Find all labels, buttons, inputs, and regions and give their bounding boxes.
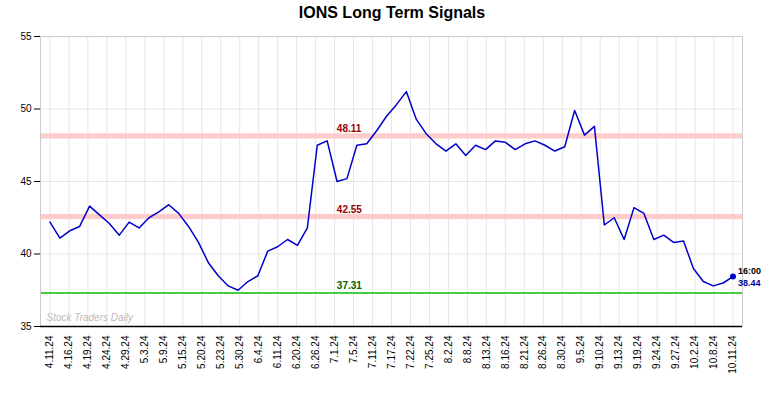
svg-text:7.5.24: 7.5.24	[348, 335, 359, 363]
svg-text:38.44: 38.44	[738, 278, 761, 288]
svg-text:10.11.24: 10.11.24	[727, 335, 738, 374]
svg-text:8.26.24: 8.26.24	[537, 335, 548, 369]
svg-text:40: 40	[20, 248, 32, 259]
svg-text:5.3.24: 5.3.24	[139, 335, 150, 363]
svg-text:42.55: 42.55	[337, 204, 362, 215]
svg-text:8.13.24: 8.13.24	[481, 335, 492, 369]
svg-text:50: 50	[20, 103, 32, 114]
html-text:IONS Long Term Signals: IONS Long Term Signals	[298, 4, 486, 21]
svg-text:4.16.24: 4.16.24	[63, 335, 74, 369]
svg-text:6.26.24: 6.26.24	[310, 335, 321, 369]
svg-text:7.17.24: 7.17.24	[386, 335, 397, 369]
svg-text:5.15.24: 5.15.24	[177, 335, 188, 369]
svg-text:45: 45	[20, 176, 32, 187]
svg-text:8.21.24: 8.21.24	[519, 335, 530, 369]
svg-text:9.10.24: 9.10.24	[594, 335, 605, 369]
svg-text:9.27.24: 9.27.24	[670, 335, 681, 369]
svg-text:8.16.24: 8.16.24	[500, 335, 511, 369]
svg-text:4.19.24: 4.19.24	[82, 335, 93, 369]
svg-text:9.19.24: 9.19.24	[632, 335, 643, 369]
svg-text:5.23.24: 5.23.24	[215, 335, 226, 369]
svg-text:48.11: 48.11	[337, 123, 362, 134]
svg-text:35: 35	[20, 321, 32, 332]
svg-text:7.25.24: 7.25.24	[424, 335, 435, 369]
svg-text:7.11.24: 7.11.24	[367, 335, 378, 368]
svg-text:6.11.24: 6.11.24	[272, 335, 283, 368]
svg-text:7.22.24: 7.22.24	[405, 335, 416, 369]
svg-text:37.31: 37.31	[337, 280, 362, 291]
svg-text:10.8.24: 10.8.24	[708, 335, 719, 369]
svg-text:4.11.24: 4.11.24	[44, 335, 55, 368]
svg-text:4.29.24: 4.29.24	[120, 335, 131, 369]
svg-text:6.20.24: 6.20.24	[291, 335, 302, 369]
svg-text:8.2.24: 8.2.24	[443, 335, 454, 363]
svg-text:6.4.24: 6.4.24	[253, 335, 264, 363]
svg-text:9.24.24: 9.24.24	[651, 335, 662, 369]
svg-text:5.9.24: 5.9.24	[158, 335, 169, 363]
svg-text:7.1.24: 7.1.24	[329, 335, 340, 363]
svg-text:5.30.24: 5.30.24	[234, 335, 245, 369]
svg-text:55: 55	[20, 31, 32, 42]
svg-text:16:00: 16:00	[738, 266, 761, 276]
svg-text:5.20.24: 5.20.24	[196, 335, 207, 369]
svg-text:4.24.24: 4.24.24	[101, 335, 112, 369]
svg-text:10.2.24: 10.2.24	[689, 335, 700, 369]
svg-text:9.5.24: 9.5.24	[575, 335, 586, 363]
svg-text:9.13.24: 9.13.24	[613, 335, 624, 369]
svg-text:8.8.24: 8.8.24	[462, 335, 473, 363]
svg-text:8.30.24: 8.30.24	[556, 335, 567, 369]
svg-text:Stock Traders Daily: Stock Traders Daily	[47, 312, 135, 323]
